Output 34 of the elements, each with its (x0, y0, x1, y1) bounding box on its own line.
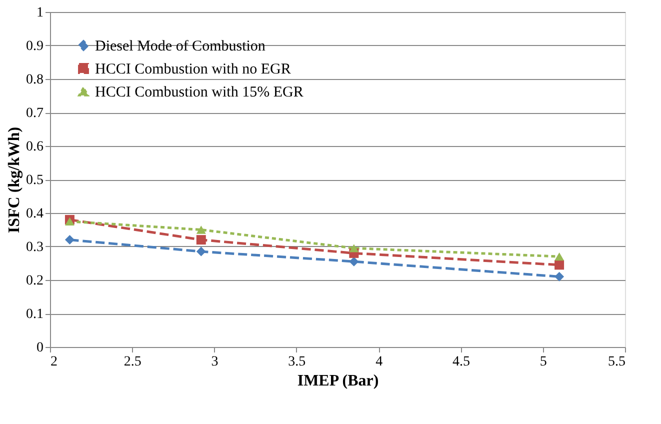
y-axis-title: ISFC (kg/kWh) (6, 126, 23, 234)
point (554, 260, 564, 270)
x-tick-label: 5 (540, 354, 547, 370)
point (554, 272, 564, 282)
y-tick-label: 0.6 (26, 140, 44, 154)
point (349, 256, 359, 266)
legend-label: Diesel Mode of Combustion (95, 38, 266, 54)
y-tick-label: 0 (36, 340, 44, 356)
y-tick-label: 0.9 (26, 39, 44, 54)
y-tick-label: 0.2 (26, 274, 44, 288)
y-tick-label: 0.4 (26, 206, 44, 222)
point (349, 244, 359, 252)
x-tick-label: 4 (376, 354, 383, 370)
point (64, 217, 74, 226)
point (64, 235, 74, 245)
x-tick-label: 5.5 (608, 354, 626, 370)
y-tick-label: 1 (36, 6, 44, 20)
x-tick-label: 3 (211, 354, 218, 370)
y-tick-label: 0.7 (26, 106, 44, 121)
y-tick-label: 0.1 (26, 307, 44, 322)
legend-label: HCCI Combustion with 15% EGR (95, 84, 304, 100)
y-tick-label: 0.8 (26, 72, 44, 88)
point (554, 252, 564, 261)
x-axis-title: IMEP (Bar) (297, 372, 379, 390)
x-tick-label: 4.5 (452, 354, 470, 370)
x-tick-label: 2.5 (124, 354, 142, 370)
x-tick-label: 2 (50, 354, 58, 370)
point (196, 226, 206, 234)
x-tick-label: 3.5 (288, 354, 306, 370)
y-tick-label: 0.5 (26, 173, 44, 188)
y-tick-label: 0.3 (26, 240, 44, 255)
point (196, 246, 206, 256)
legend-label: HCCI Combustion with no EGR (95, 62, 291, 78)
point (196, 235, 206, 245)
